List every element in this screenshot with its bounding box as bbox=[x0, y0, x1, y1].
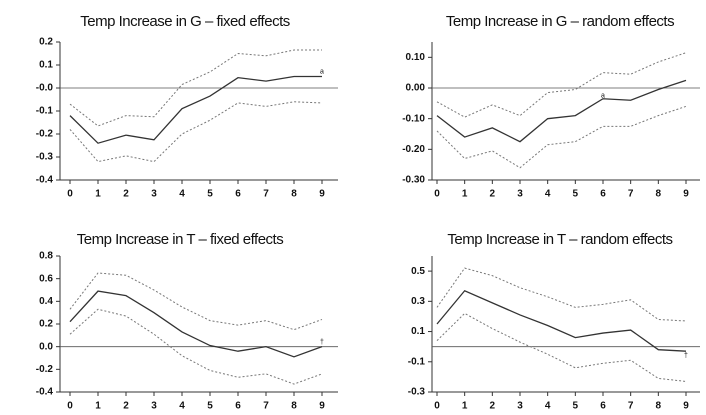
annotation: a bbox=[601, 93, 605, 100]
x-tick-label: 8 bbox=[656, 189, 662, 200]
y-tick-label: 0.1 bbox=[411, 326, 425, 337]
y-tick-label: 0.1 bbox=[39, 60, 53, 71]
x-tick-label: 6 bbox=[600, 401, 606, 412]
y-tick-label: -0.4 bbox=[36, 175, 54, 186]
y-tick-label: -0.1 bbox=[408, 356, 426, 367]
panel-title: Temp Increase in G – random effects bbox=[446, 13, 674, 30]
x-tick-label: 9 bbox=[683, 189, 689, 200]
y-tick-label: -0.1 bbox=[36, 106, 54, 117]
y-tick-label: 0.2 bbox=[39, 319, 53, 330]
y-tick-label: -0.2 bbox=[36, 364, 54, 375]
x-tick-label: 8 bbox=[291, 189, 297, 200]
band-line bbox=[436, 105, 687, 169]
y-tick-label: -0.20 bbox=[402, 144, 425, 155]
x-tick-label: 7 bbox=[628, 401, 634, 412]
x-tick-label: 4 bbox=[179, 189, 185, 200]
x-tick-label: 0 bbox=[434, 189, 440, 200]
x-tick-label: 5 bbox=[207, 189, 213, 200]
x-tick-label: 1 bbox=[95, 401, 101, 412]
band-line bbox=[69, 101, 323, 163]
y-tick-label: -0.0 bbox=[36, 83, 54, 94]
x-tick-label: 1 bbox=[462, 189, 468, 200]
panel: Temp Increase in T – fixed effects 0.8 0.6… bbox=[36, 231, 338, 412]
y-tick-label: 0.8 bbox=[39, 251, 53, 262]
x-tick-label: 1 bbox=[462, 401, 468, 412]
x-tick-label: 2 bbox=[490, 401, 496, 412]
y-tick-label: 0.10 bbox=[406, 52, 426, 63]
x-tick-label: 3 bbox=[151, 189, 157, 200]
x-tick-label: 4 bbox=[545, 401, 551, 412]
x-tick-label: 5 bbox=[573, 401, 579, 412]
y-tick-label: 0.4 bbox=[39, 296, 53, 307]
x-tick-label: 4 bbox=[179, 401, 185, 412]
x-tick-label: 9 bbox=[319, 189, 325, 200]
x-tick-label: 7 bbox=[263, 401, 269, 412]
band-line bbox=[436, 312, 687, 382]
x-tick-label: 2 bbox=[123, 189, 129, 200]
x-tick-label: 2 bbox=[123, 401, 129, 412]
y-tick-label: 0.3 bbox=[411, 296, 425, 307]
panel-title: Temp Increase in T – random effects bbox=[447, 231, 672, 248]
y-tick-label: 0.6 bbox=[39, 273, 53, 284]
annotation: a bbox=[320, 69, 324, 76]
x-tick-label: 4 bbox=[545, 189, 551, 200]
y-tick-label: -0.2 bbox=[36, 129, 54, 140]
y-tick-label: 0.5 bbox=[411, 266, 425, 277]
estimate-line bbox=[436, 79, 687, 143]
x-tick-label: 7 bbox=[628, 189, 634, 200]
x-tick-label: 3 bbox=[517, 401, 523, 412]
y-tick-label: -0.30 bbox=[402, 175, 425, 186]
y-tick-label: 0.2 bbox=[39, 37, 53, 48]
estimate-line bbox=[436, 289, 687, 352]
panel-title: Temp Increase in T – fixed effects bbox=[77, 231, 283, 248]
y-tick-label: -0.4 bbox=[36, 387, 54, 398]
estimate-line bbox=[69, 75, 322, 144]
x-tick-label: 5 bbox=[573, 189, 579, 200]
panel: Temp Increase in T – random effects 0.5 0.… bbox=[408, 231, 700, 412]
x-tick-label: 9 bbox=[683, 401, 689, 412]
x-tick-label: 6 bbox=[235, 189, 241, 200]
x-tick-label: 3 bbox=[517, 189, 523, 200]
panel-title: Temp Increase in G – fixed effects bbox=[80, 13, 290, 30]
x-tick-label: 8 bbox=[656, 401, 662, 412]
y-tick-label: 0.0 bbox=[39, 341, 53, 352]
band-line bbox=[436, 52, 687, 118]
x-tick-label: 0 bbox=[67, 189, 73, 200]
x-tick-label: 9 bbox=[319, 401, 325, 412]
y-tick-label: -0.3 bbox=[36, 152, 54, 163]
x-tick-label: 8 bbox=[291, 401, 297, 412]
x-tick-label: 2 bbox=[490, 189, 496, 200]
x-tick-label: 0 bbox=[434, 401, 440, 412]
x-tick-label: 5 bbox=[207, 401, 213, 412]
band-line bbox=[69, 272, 323, 331]
x-tick-label: 6 bbox=[235, 401, 241, 412]
x-tick-label: 6 bbox=[600, 189, 606, 200]
annotation: † bbox=[684, 353, 688, 360]
y-tick-label: 0.00 bbox=[406, 83, 426, 94]
panel: Temp Increase in G – random effects 0.10 0… bbox=[402, 13, 700, 200]
y-tick-label: -0.3 bbox=[408, 387, 426, 398]
x-tick-label: 3 bbox=[151, 401, 157, 412]
panel: Temp Increase in G – fixed effects 0.2 0.1… bbox=[36, 13, 338, 200]
x-tick-label: 0 bbox=[67, 401, 73, 412]
y-tick-label: -0.10 bbox=[402, 113, 425, 124]
estimate-line bbox=[69, 290, 323, 358]
annotation: † bbox=[320, 339, 324, 346]
x-tick-label: 1 bbox=[95, 189, 101, 200]
x-tick-label: 7 bbox=[263, 189, 269, 200]
